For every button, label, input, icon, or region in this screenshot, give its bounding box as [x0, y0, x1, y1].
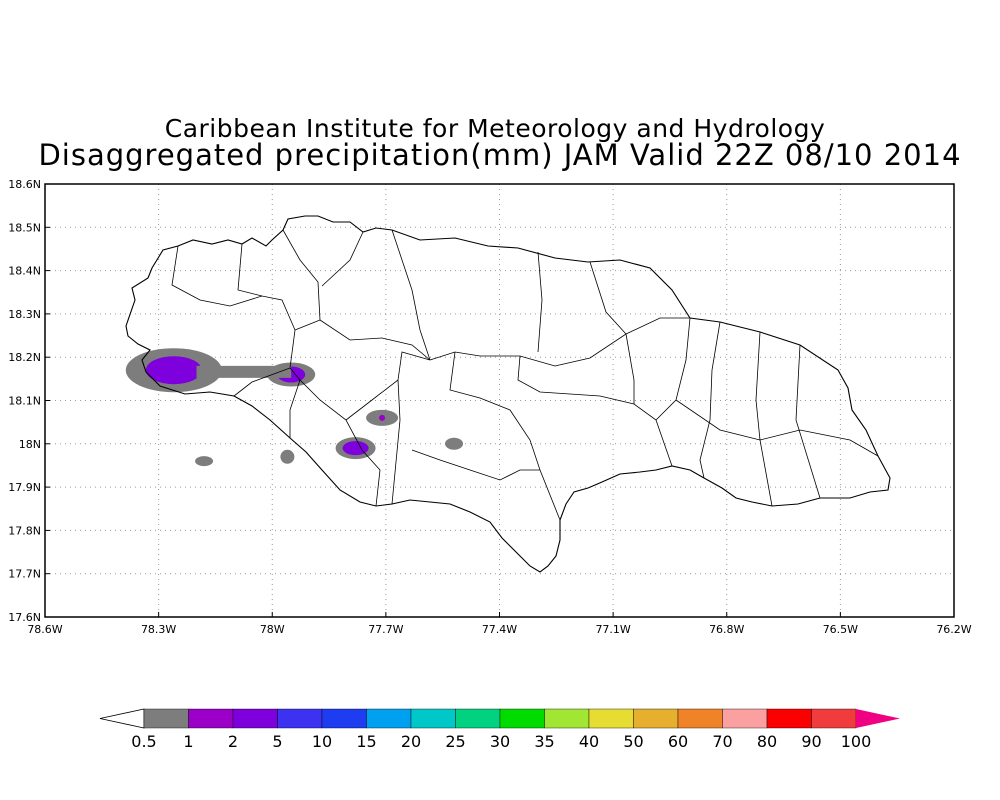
- lon-tick-label: 77.4W: [482, 623, 517, 636]
- colorbar-label: 25: [445, 732, 465, 751]
- lat-tick-label: 17.8N: [8, 524, 41, 537]
- boundary-line: [391, 229, 431, 361]
- colorbar-segment: [588, 708, 634, 729]
- lat-tick-label: 17.6N: [8, 611, 41, 624]
- precip-area-light: [445, 437, 464, 450]
- precip-area-light: [280, 449, 295, 464]
- jamaica-coastline: [125, 215, 891, 573]
- lat-tick-label: 17.7N: [8, 568, 41, 581]
- boundary-line: [237, 243, 263, 297]
- latitude-labels: 18.6N 18.5N 18.4N 18.3N 18.2N 18.1N 18N 17.9N 17…: [8, 178, 50, 624]
- plot-border: [44, 183, 955, 618]
- lon-tick-label: 76.8W: [709, 623, 744, 636]
- boundary-line: [321, 231, 364, 287]
- colorbar-label: 70: [712, 732, 732, 751]
- colorbar-under-triangle: [99, 708, 145, 729]
- boundary-line: [625, 333, 635, 404]
- boundary-line: [449, 351, 561, 521]
- colorbar-label: 20: [401, 732, 421, 751]
- lat-tick-label: 18.4N: [8, 265, 41, 278]
- jamaica-outline: [125, 215, 891, 573]
- lon-tick-label: 78W: [260, 623, 285, 636]
- colorbar-labels: 0.5 1 2 5 10 15 20 25 30 35 40 50 60 70 80 90 100: [131, 732, 871, 751]
- colorbar-label: 100: [841, 732, 872, 751]
- colorbar-label: 80: [757, 732, 777, 751]
- chart-title-line2: Disaggregated precipitation(mm) JAM Vali…: [38, 138, 962, 172]
- colorbar-label: 0.5: [131, 732, 156, 751]
- boundary-line: [411, 449, 540, 481]
- boundary-line: [675, 399, 879, 457]
- lon-tick-label: 78.6W: [27, 623, 62, 636]
- boundary-line: [655, 317, 691, 421]
- lat-tick-label: 18.5N: [8, 221, 41, 234]
- colorbar-segment: [633, 708, 679, 729]
- colorbar-segment: [188, 708, 234, 729]
- colorbar-label: 35: [534, 732, 554, 751]
- boundary-line: [589, 261, 627, 335]
- boundary-line: [429, 317, 690, 367]
- colorbar-label: 5: [272, 732, 282, 751]
- colorbar-segment: [722, 708, 768, 729]
- colorbar-over-triangle: [856, 709, 900, 728]
- boundary-line: [699, 321, 721, 479]
- precip-area-light: [195, 456, 214, 467]
- boundary-line: [517, 355, 673, 467]
- colorbar-label: 15: [356, 732, 376, 751]
- lat-tick-label: 18.1N: [8, 395, 41, 408]
- colorbar-segment: [811, 708, 857, 729]
- lat-tick-label: 18.6N: [8, 178, 41, 191]
- boundary-line: [282, 229, 321, 331]
- precip-area-core: [145, 356, 202, 385]
- lat-tick-label: 18.2N: [8, 351, 41, 364]
- colorbar-segment: [499, 708, 545, 729]
- lon-tick-label: 76.5W: [823, 623, 858, 636]
- colorbar-segment: [143, 708, 189, 729]
- colorbar-label: 1: [183, 732, 193, 751]
- colorbar-label: 2: [228, 732, 238, 751]
- precip-area-light: [196, 365, 292, 378]
- colorbar-segment: [455, 708, 501, 729]
- boundary-line: [171, 245, 296, 397]
- boundary-line: [299, 379, 381, 507]
- lon-tick-label: 78.3W: [141, 623, 176, 636]
- map-frame: [44, 183, 955, 618]
- chart-title-line1: Caribbean Institute for Meteorology and …: [164, 114, 826, 143]
- lon-tick-label: 77.7W: [368, 623, 403, 636]
- parish-boundaries: [171, 229, 879, 521]
- grid-lines: [45, 184, 954, 617]
- colorbar-label: 10: [312, 732, 332, 751]
- lat-tick-label: 18.3N: [8, 308, 41, 321]
- colorbar-segment: [544, 708, 590, 729]
- colorbar-label: 30: [490, 732, 510, 751]
- longitude-labels: 78.6W 78.3W 78W 77.7W 77.4W 77.1W 76.8W 76.5W 76…: [27, 612, 972, 636]
- boundary-line: [755, 331, 773, 507]
- boundary-line: [795, 344, 821, 499]
- colorbar-label: 50: [623, 732, 643, 751]
- lon-tick-label: 76.2W: [936, 623, 971, 636]
- lat-tick-label: 18N: [19, 438, 41, 451]
- colorbar-label: 90: [801, 732, 821, 751]
- boundary-line: [289, 367, 301, 438]
- precip-area-core: [379, 414, 386, 421]
- colorbar-segment: [366, 708, 412, 729]
- colorbar-label: 60: [668, 732, 688, 751]
- colorbar-segment: [232, 708, 278, 729]
- colorbar-label: 40: [579, 732, 599, 751]
- precip-area-core: [342, 441, 369, 456]
- colorbar-segment: [277, 708, 323, 729]
- boundary-line: [345, 379, 399, 421]
- colorbar: [99, 708, 900, 729]
- colorbar-segment: [677, 708, 723, 729]
- colorbar-segment: [321, 708, 367, 729]
- lat-tick-label: 17.9N: [8, 481, 41, 494]
- boundary-line: [537, 251, 543, 353]
- precipitation-layer: [125, 348, 464, 467]
- colorbar-segment: [766, 708, 812, 729]
- colorbar-segment: [410, 708, 456, 729]
- lon-tick-label: 77.1W: [595, 623, 630, 636]
